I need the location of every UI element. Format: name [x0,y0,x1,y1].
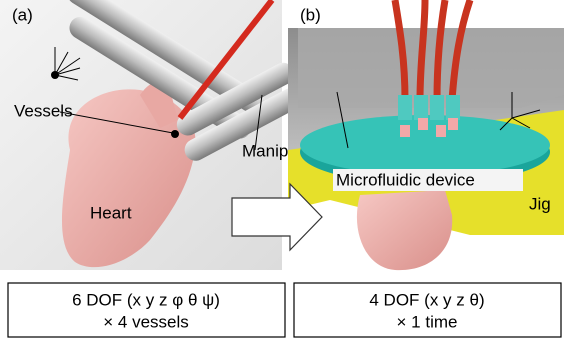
box-text: × 4 vessels [103,312,189,331]
panel-tag: (b) [300,5,321,24]
box-text: 6 DOF (x y z φ θ ψ) [72,290,220,309]
panel-tag: (a) [12,5,33,24]
panel-b: Microfluidic device Jig (b) [288,0,564,270]
label: Jig [529,194,551,213]
label: Vessels [14,101,73,120]
point [171,130,179,138]
point [51,71,59,79]
figure: (a) Vessels Manipulator Heart Microflui [0,0,564,338]
label: Microfluidic device [336,170,475,189]
label: Heart [90,203,132,222]
box-text: 4 DOF (x y z θ) [369,290,484,309]
box-text: × 1 time [397,312,458,331]
